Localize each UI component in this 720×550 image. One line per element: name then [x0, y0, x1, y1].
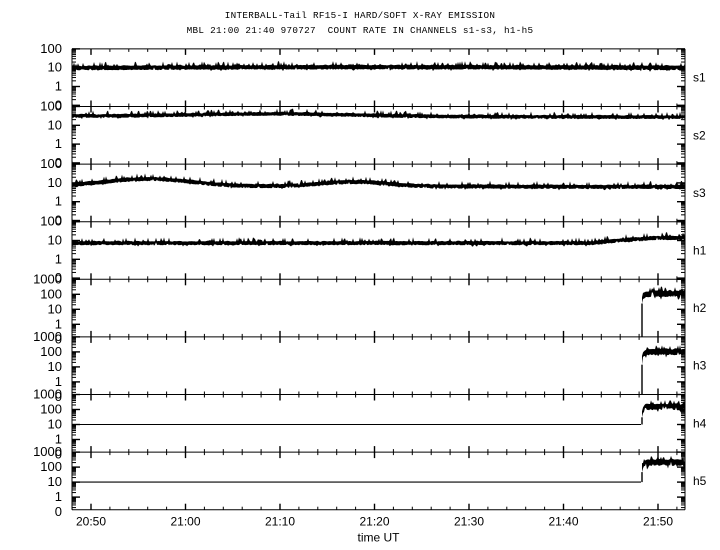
svg-text:s1: s1 [693, 71, 706, 85]
svg-text:21:20: 21:20 [359, 515, 389, 529]
svg-text:1000: 1000 [33, 271, 62, 286]
svg-text:1000: 1000 [33, 329, 62, 344]
svg-text:21:10: 21:10 [265, 515, 295, 529]
svg-text:time UT: time UT [358, 531, 401, 545]
svg-text:21:50: 21:50 [643, 515, 673, 529]
svg-text:1: 1 [55, 251, 62, 266]
svg-text:10: 10 [48, 117, 62, 132]
svg-text:s2: s2 [693, 128, 706, 142]
svg-text:100: 100 [40, 459, 62, 474]
svg-text:h2: h2 [693, 301, 707, 315]
svg-text:100: 100 [40, 286, 62, 301]
svg-text:20:50: 20:50 [76, 515, 106, 529]
svg-text:100: 100 [40, 41, 62, 56]
svg-text:1000: 1000 [33, 444, 62, 459]
svg-text:1: 1 [55, 136, 62, 151]
svg-text:10: 10 [48, 417, 62, 432]
svg-text:1: 1 [55, 489, 62, 504]
svg-text:100: 100 [40, 214, 62, 229]
svg-text:100: 100 [40, 99, 62, 114]
svg-text:10: 10 [48, 301, 62, 316]
svg-text:1: 1 [55, 194, 62, 209]
svg-text:21:30: 21:30 [454, 515, 484, 529]
svg-text:21:00: 21:00 [170, 515, 200, 529]
svg-text:10: 10 [48, 60, 62, 75]
svg-text:100: 100 [40, 344, 62, 359]
svg-text:h3: h3 [693, 359, 707, 373]
svg-text:h5: h5 [693, 474, 707, 488]
svg-text:1000: 1000 [33, 387, 62, 402]
svg-text:h4: h4 [693, 416, 707, 430]
svg-text:100: 100 [40, 402, 62, 417]
svg-text:s3: s3 [693, 186, 706, 200]
svg-text:10: 10 [48, 474, 62, 489]
svg-text:10: 10 [48, 359, 62, 374]
svg-text:0: 0 [55, 504, 62, 519]
svg-text:h1: h1 [693, 244, 707, 258]
svg-text:10: 10 [48, 175, 62, 190]
svg-text:1: 1 [55, 79, 62, 94]
svg-text:100: 100 [40, 156, 62, 171]
svg-text:21:40: 21:40 [548, 515, 578, 529]
svg-text:10: 10 [48, 233, 62, 248]
